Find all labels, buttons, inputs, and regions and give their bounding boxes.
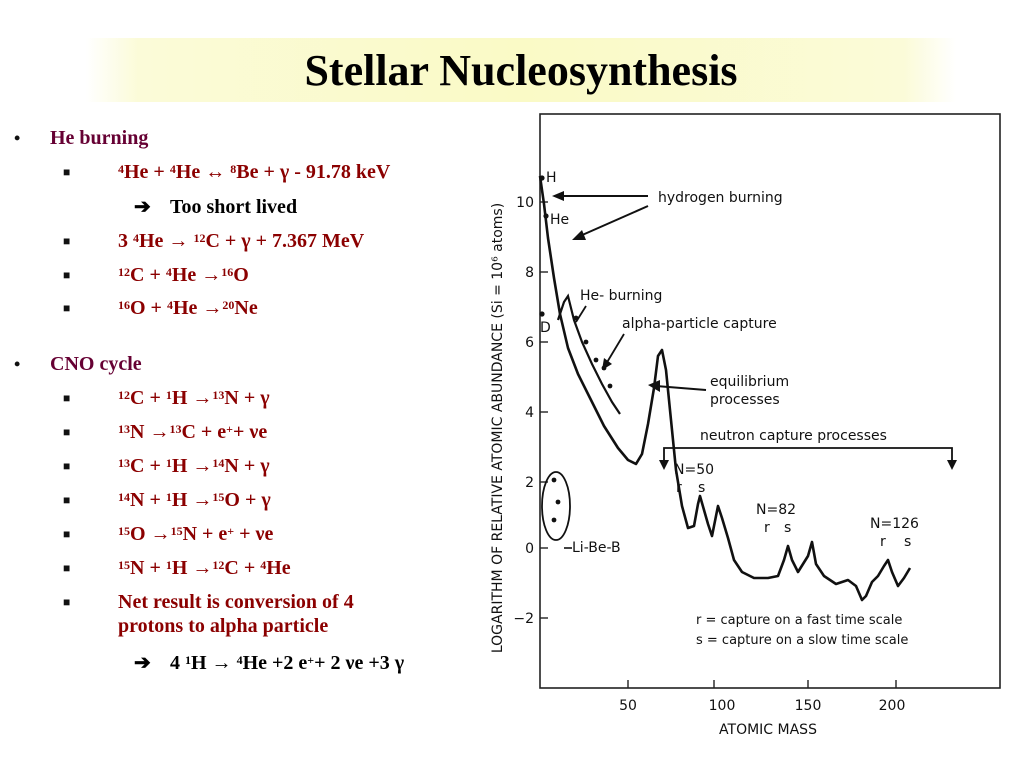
reaction-cno-net: ■ Net result is conversion of 4 protons … <box>63 591 354 637</box>
bullet-dot: • <box>14 128 21 148</box>
plot-frame <box>539 113 1001 689</box>
arrowhead-icon <box>648 380 660 392</box>
arrow-right-icon: ➔ <box>134 652 151 674</box>
y-tick-label: 4 <box>525 405 534 421</box>
label-processes: processes <box>710 392 780 408</box>
reaction-he-2: ■ 3 4He → 12C + γ + 7.367 MeV <box>63 230 365 252</box>
x-tick-label: 100 <box>709 698 736 714</box>
label-alpha-capture: alpha-particle capture <box>622 316 777 332</box>
arrowhead-icon <box>659 460 669 470</box>
x-axis-label: ATOMIC MASS <box>719 722 817 738</box>
title-band <box>86 38 956 102</box>
x-tick-label: 50 <box>619 698 637 714</box>
legend-s: s = capture on a slow time scale <box>696 633 908 648</box>
libeb-ellipse <box>541 471 571 541</box>
square-bullet-icon: ■ <box>63 234 71 248</box>
reaction-cno-summary: ➔ 4 1H → 4He +2 e++ 2 νe +3 γ <box>134 652 405 674</box>
label-n82: N=82 <box>756 502 796 518</box>
heading-he-burning: He burning <box>50 127 149 149</box>
reaction-he-4: ■ 16O + 4He →20Ne <box>63 297 258 319</box>
y-tick-label: −2 <box>513 611 534 627</box>
bullet-dot: • <box>14 354 21 374</box>
y-tick-label: 10 <box>516 195 534 211</box>
reaction-cno-1: ■ 12C + 1H →13N + γ <box>63 387 270 409</box>
label-he-burning: He- burning <box>580 288 662 304</box>
figure-background <box>468 108 1008 756</box>
label-h: H <box>546 170 557 186</box>
y-tick-label: 6 <box>525 335 534 351</box>
neutron-bracket <box>663 447 953 460</box>
x-tick-label: 200 <box>879 698 906 714</box>
x-ticks: 50 100 150 200 <box>619 680 905 714</box>
label-neutron-capture: neutron capture processes <box>700 428 887 444</box>
arrow-alpha-capture <box>605 333 625 365</box>
square-bullet-icon: ■ <box>63 459 71 473</box>
reaction-cno-5: ■ 15O →15N + e+ + νe <box>63 523 274 545</box>
arrow-equilibrium <box>655 385 707 391</box>
arrowhead-icon <box>947 460 957 470</box>
abundance-chart: LOGARITHM OF RELATIVE ATOMIC ABUNDANCE (… <box>468 108 1008 756</box>
label-equilibrium: equilibrium <box>710 374 789 390</box>
y-tick-label: 2 <box>525 475 534 491</box>
label-r: r <box>676 480 682 496</box>
bullet-cno-cycle: • CNO cycle <box>14 352 142 376</box>
reaction-he-1-note: ➔ Too short lived <box>134 196 298 218</box>
square-bullet-icon: ■ <box>63 165 71 179</box>
label-d: D <box>540 320 551 336</box>
reaction-cno-2: ■ 13N →13C + e++ νe <box>63 421 268 443</box>
label-he: He <box>550 212 569 228</box>
square-bullet-icon: ■ <box>63 301 71 315</box>
reaction-cno-3: ■ 13C + 1H →14N + γ <box>63 455 270 477</box>
y-ticks: 10 8 6 4 2 0 −2 <box>513 195 548 627</box>
arrowhead-icon <box>572 230 586 240</box>
reaction-cno-6: ■ 15N + 1H →12C + 4He <box>63 557 291 579</box>
arrowhead-icon <box>602 358 612 370</box>
abundance-figure: LOGARITHM OF RELATIVE ATOMIC ABUNDANCE (… <box>468 108 1008 756</box>
legend-r: r = capture on a fast time scale <box>696 613 902 628</box>
square-bullet-icon: ■ <box>63 527 71 541</box>
y-tick-label: 8 <box>525 265 534 281</box>
square-bullet-icon: ■ <box>63 561 71 575</box>
heading-cno-cycle: CNO cycle <box>50 353 142 375</box>
abundance-curve <box>538 175 912 602</box>
label-libeb: Li-Be-B <box>572 540 621 556</box>
arrow-right-icon: ➔ <box>134 196 151 218</box>
label-s: s <box>698 480 705 496</box>
y-tick-label: 0 <box>525 541 534 557</box>
bullet-he-burning: • He burning <box>14 126 149 150</box>
x-tick-label: 150 <box>795 698 822 714</box>
square-bullet-icon: ■ <box>63 425 71 439</box>
square-bullet-icon: ■ <box>63 391 71 405</box>
reaction-he-3: ■ 12C + 4He →16O <box>63 264 249 286</box>
label-n126: N=126 <box>870 516 919 532</box>
label-s: s <box>904 534 911 550</box>
square-bullet-icon: ■ <box>63 595 71 609</box>
arrow-hydrogen-he <box>579 205 649 237</box>
square-bullet-icon: ■ <box>63 268 71 282</box>
label-hydrogen-burning: hydrogen burning <box>658 190 783 206</box>
label-r: r <box>880 534 886 550</box>
arrow-he-burning <box>575 305 587 323</box>
label-n50: N=50 <box>674 462 714 478</box>
reaction-cno-4: ■ 14N + 1H →15O + γ <box>63 489 271 511</box>
arrowhead-icon <box>552 191 564 201</box>
alpha-capture-curve <box>556 293 621 415</box>
square-bullet-icon: ■ <box>63 493 71 507</box>
page-title: Stellar Nucleosynthesis <box>304 46 738 95</box>
reaction-he-1: ■ 4He + 4He ↔ 8Be + γ - 91.78 keV <box>63 161 391 183</box>
bullet-list: • He burning ■ 4He + 4He ↔ 8Be + γ - 91.… <box>0 0 480 768</box>
label-s: s <box>784 520 791 536</box>
label-r: r <box>764 520 770 536</box>
y-axis-label: LOGARITHM OF RELATIVE ATOMIC ABUNDANCE (… <box>490 203 506 653</box>
